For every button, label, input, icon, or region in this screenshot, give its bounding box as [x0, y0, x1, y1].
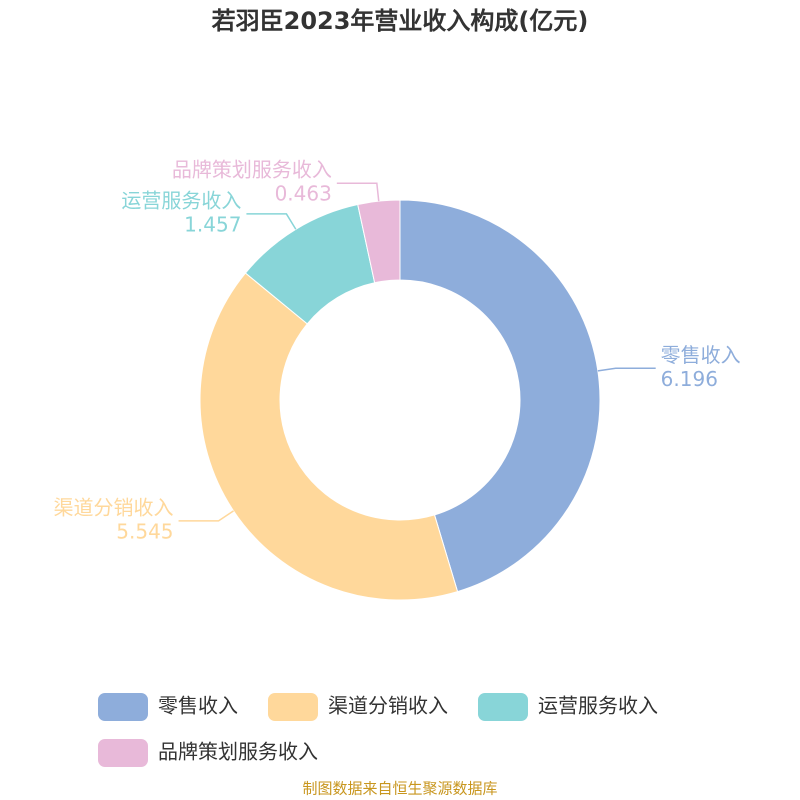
source-note: 制图数据来自恒生聚源数据库: [302, 780, 497, 798]
donut-slice: [357, 199, 401, 284]
legend-swatch: [98, 693, 148, 721]
slice-label-name: 零售收入: [661, 343, 741, 367]
slice-label-value: 0.463: [275, 182, 332, 206]
leader-line: [597, 367, 656, 372]
slice-label-value: 1.457: [184, 212, 241, 236]
legend-swatch: [478, 693, 528, 721]
slice-label-name: 品牌策划服务收入: [172, 158, 332, 182]
leader-line: [178, 510, 234, 522]
slice-label-name: 运营服务收入: [121, 188, 241, 212]
legend-label: 品牌策划服务收入: [158, 740, 318, 764]
legend-swatch: [268, 693, 318, 721]
donut-slice: [399, 199, 601, 593]
legend-label: 渠道分销收入: [328, 694, 448, 718]
leader-line: [336, 182, 380, 202]
slice-label-name: 渠道分销收入: [54, 495, 174, 519]
legend-label: 运营服务收入: [538, 694, 658, 718]
donut-slice: [199, 272, 459, 601]
legend-swatch: [98, 739, 148, 767]
slice-label-value: 5.545: [116, 519, 173, 543]
slice-label-value: 6.196: [661, 367, 718, 391]
chart-title: 若羽臣2023年营业收入构成(亿元): [211, 7, 589, 35]
leader-line: [246, 213, 297, 230]
legend-label: 零售收入: [158, 694, 238, 718]
